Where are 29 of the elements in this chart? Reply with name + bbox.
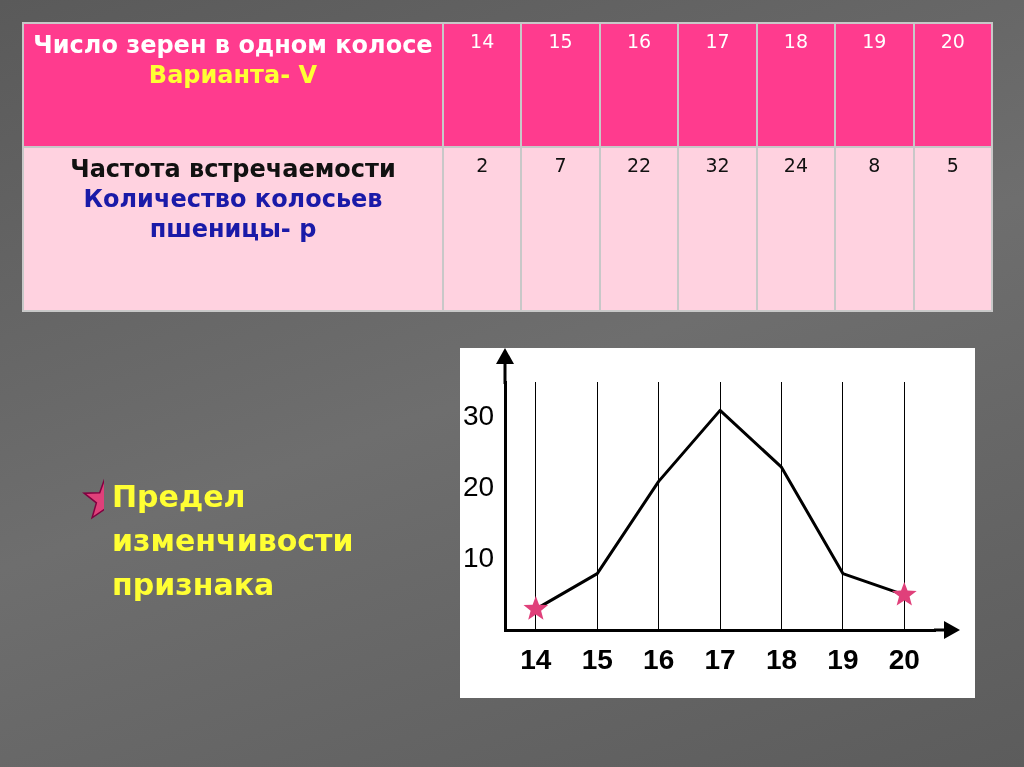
x-tick-label: 18 — [756, 23, 836, 147]
text: Количество колосьев пшеницы- p — [83, 185, 383, 243]
x-axis-title: Число зерен в одном колосе — [33, 31, 433, 59]
text: Предел изменчивости признака — [112, 478, 355, 604]
x-tick-label: 16 — [643, 643, 675, 675]
y-tick-label: 20 — [462, 471, 495, 503]
x-tick-label: 17 — [678, 23, 757, 147]
x-tick-label: 14 — [443, 23, 522, 147]
x-tick-label: 19 — [835, 23, 914, 147]
y-tick-label: Частота встречаемости — [70, 155, 396, 183]
data-label: 8 — [835, 147, 914, 311]
x-tick-label: 15 — [581, 643, 613, 675]
x-tick-label: 15 — [521, 23, 600, 147]
y-tick-label: 30 — [462, 400, 495, 432]
data-label: 5 — [913, 147, 992, 311]
data-label: 22 — [599, 147, 679, 311]
x-tick-label: 18 — [765, 643, 798, 675]
x-tick-label: 20 — [913, 23, 992, 147]
x-tick-label: 20 — [888, 643, 920, 675]
x-tick-label: 16 — [599, 23, 679, 147]
x-tick-label: 17 — [704, 643, 736, 675]
data-label: 7 — [521, 147, 600, 311]
data-label: 2 — [443, 147, 522, 311]
x-tick-label: 19 — [827, 643, 859, 675]
data-label: 24 — [756, 147, 836, 311]
y-tick-label: 10 — [462, 542, 495, 574]
x-tick-label: 14 — [520, 643, 552, 675]
data-label: 32 — [678, 147, 757, 311]
text: Варианта- V — [148, 61, 318, 89]
